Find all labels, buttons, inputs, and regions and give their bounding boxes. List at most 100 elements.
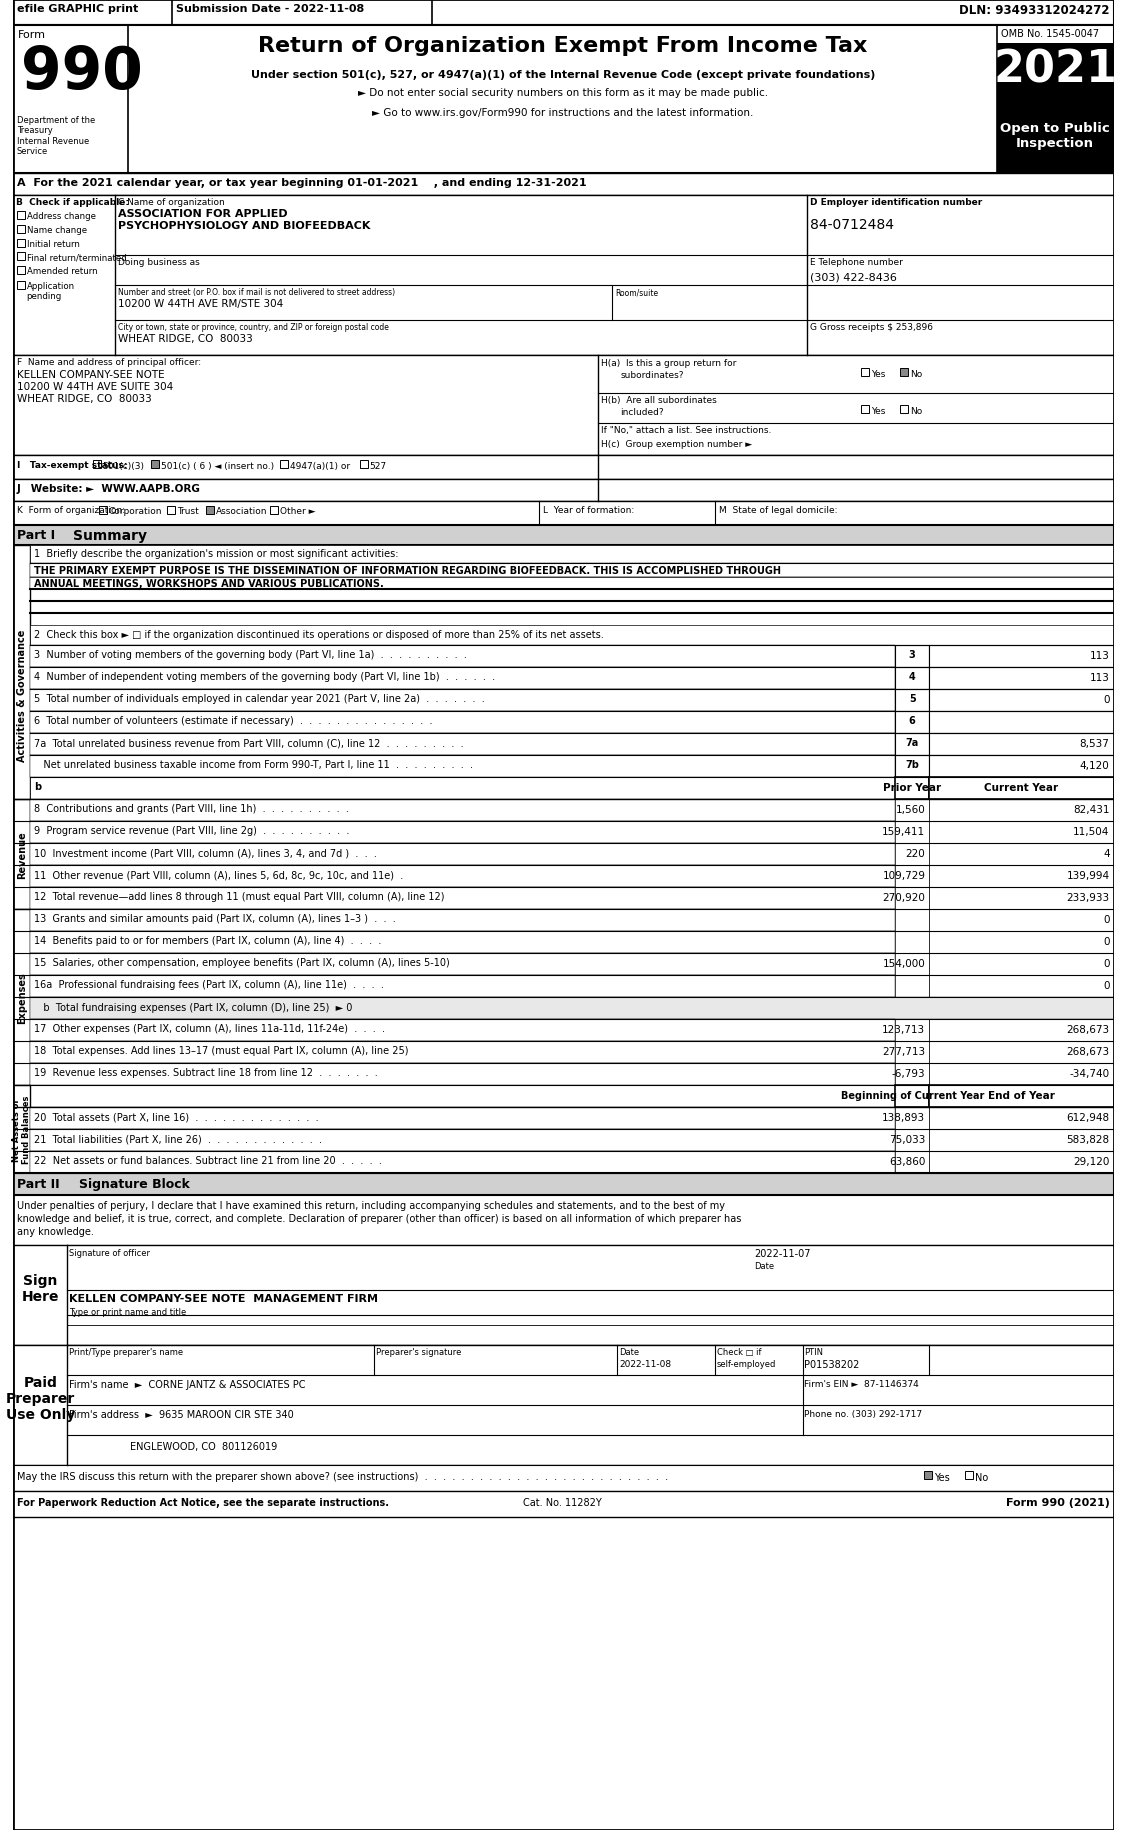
Bar <box>929 1107 1113 1129</box>
Bar <box>12 525 1113 545</box>
Text: Yes: Yes <box>934 1471 949 1482</box>
Text: M  State of legal domicile:: M State of legal domicile: <box>719 505 838 514</box>
Text: Form: Form <box>18 29 46 40</box>
Bar <box>30 1107 895 1129</box>
Bar <box>929 844 1113 866</box>
Bar <box>929 1041 1113 1063</box>
Text: any knowledge.: any knowledge. <box>17 1226 94 1237</box>
Text: Other ►: Other ► <box>280 507 315 516</box>
Text: ENGLEWOOD, CO  801126019: ENGLEWOOD, CO 801126019 <box>130 1442 277 1451</box>
Bar <box>30 953 895 975</box>
Text: 7b: 7b <box>905 759 919 770</box>
Bar <box>895 1129 929 1151</box>
Text: Firm's address  ►  9635 MAROON CIR STE 340: Firm's address ► 9635 MAROON CIR STE 340 <box>70 1409 295 1420</box>
Text: DLN: 93493312024272: DLN: 93493312024272 <box>960 4 1110 16</box>
Bar <box>929 1129 1113 1151</box>
Bar <box>30 668 895 690</box>
Text: 10  Investment income (Part VIII, column (A), lines 3, 4, and 7d )  .  .  .: 10 Investment income (Part VIII, column … <box>34 847 377 858</box>
Bar <box>895 1151 929 1173</box>
Bar <box>151 461 159 468</box>
Bar <box>17 225 25 234</box>
Text: F  Name and address of principal officer:: F Name and address of principal officer: <box>17 359 201 366</box>
Text: 1  Briefly describe the organization's mission or most significant activities:: 1 Briefly describe the organization's mi… <box>34 549 399 558</box>
Bar <box>929 778 1113 800</box>
Text: efile GRAPHIC print: efile GRAPHIC print <box>17 4 138 15</box>
Bar <box>12 456 1113 479</box>
Text: 16a  Professional fundraising fees (Part IX, column (A), line 11e)  .  .  .  .: 16a Professional fundraising fees (Part … <box>34 979 384 990</box>
Bar <box>12 355 1113 456</box>
Text: Yes: Yes <box>870 406 885 415</box>
Bar <box>30 646 895 668</box>
Text: 0: 0 <box>1103 959 1110 968</box>
Text: 270,920: 270,920 <box>883 893 926 902</box>
Text: No: No <box>975 1471 988 1482</box>
Text: 233,933: 233,933 <box>1067 893 1110 902</box>
Bar <box>17 212 25 220</box>
Text: 29,120: 29,120 <box>1074 1157 1110 1166</box>
Bar <box>895 1041 929 1063</box>
Text: Return of Organization Exempt From Income Tax: Return of Organization Exempt From Incom… <box>259 37 867 57</box>
Bar <box>12 545 30 845</box>
Bar <box>12 196 1113 355</box>
Bar <box>895 822 929 844</box>
Text: ► Go to www.irs.gov/Form990 for instructions and the latest information.: ► Go to www.irs.gov/Form990 for instruct… <box>373 108 753 117</box>
Text: 84-0712484: 84-0712484 <box>811 218 894 232</box>
Text: Initial return: Initial return <box>27 240 79 249</box>
Text: H(a)  Is this a group return for: H(a) Is this a group return for <box>601 359 736 368</box>
Text: C Name of organization: C Name of organization <box>119 198 225 207</box>
Text: H(c)  Group exemption number ►: H(c) Group exemption number ► <box>601 439 752 448</box>
Bar <box>30 545 1113 564</box>
Text: KELLEN COMPANY-SEE NOTE: KELLEN COMPANY-SEE NOTE <box>17 370 165 381</box>
Bar <box>30 1151 895 1173</box>
Text: 3  Number of voting members of the governing body (Part VI, line 1a)  .  .  .  .: 3 Number of voting members of the govern… <box>34 650 467 659</box>
Text: Cat. No. 11282Y: Cat. No. 11282Y <box>524 1497 602 1508</box>
Text: 82,431: 82,431 <box>1073 805 1110 814</box>
Text: Paid
Preparer
Use Only: Paid Preparer Use Only <box>6 1376 75 1422</box>
Bar <box>925 1471 933 1479</box>
Text: subordinates?: subordinates? <box>620 371 684 381</box>
Text: 63,860: 63,860 <box>889 1157 926 1166</box>
Text: 6: 6 <box>909 716 916 727</box>
Text: 159,411: 159,411 <box>882 827 926 836</box>
Bar <box>12 0 1113 26</box>
Text: J   Website: ►  WWW.AAPB.ORG: J Website: ► WWW.AAPB.ORG <box>17 483 201 494</box>
Text: 138,893: 138,893 <box>882 1113 926 1122</box>
Text: 220: 220 <box>905 849 926 858</box>
Text: City or town, state or province, country, and ZIP or foreign postal code: City or town, state or province, country… <box>119 322 390 331</box>
Bar <box>895 646 929 668</box>
Bar <box>895 975 929 997</box>
Bar <box>12 800 30 910</box>
Text: 0: 0 <box>1103 695 1110 705</box>
Bar <box>929 734 1113 756</box>
Text: WHEAT RIDGE, CO  80033: WHEAT RIDGE, CO 80033 <box>17 393 151 404</box>
Bar <box>30 778 895 800</box>
Bar <box>929 822 1113 844</box>
Text: Summary: Summary <box>73 529 148 544</box>
Text: 10200 W 44TH AVE RM/STE 304: 10200 W 44TH AVE RM/STE 304 <box>119 298 283 309</box>
Bar <box>30 822 895 844</box>
Text: Number and street (or P.O. box if mail is not delivered to street address): Number and street (or P.O. box if mail i… <box>119 287 395 296</box>
Bar <box>895 844 929 866</box>
Text: Address change: Address change <box>27 212 96 221</box>
Bar <box>30 690 895 712</box>
Text: 10200 W 44TH AVE SUITE 304: 10200 W 44TH AVE SUITE 304 <box>17 382 173 392</box>
Text: 4,120: 4,120 <box>1079 761 1110 770</box>
Text: 277,713: 277,713 <box>882 1047 926 1056</box>
Text: 3: 3 <box>909 650 916 659</box>
Text: 123,713: 123,713 <box>882 1025 926 1034</box>
Bar <box>12 1491 1113 1517</box>
Text: Amended return: Amended return <box>27 267 97 276</box>
Bar <box>895 953 929 975</box>
Text: 14  Benefits paid to or for members (Part IX, column (A), line 4)  .  .  .  .: 14 Benefits paid to or for members (Part… <box>34 935 382 946</box>
Bar <box>929 756 1113 778</box>
Bar <box>929 953 1113 975</box>
Text: 109,729: 109,729 <box>883 871 926 880</box>
Bar <box>30 910 895 931</box>
Bar <box>30 578 1113 589</box>
Text: 113: 113 <box>1089 651 1110 661</box>
Text: THE PRIMARY EXEMPT PURPOSE IS THE DISSEMINATION OF INFORMATION REGARDING BIOFEED: THE PRIMARY EXEMPT PURPOSE IS THE DISSEM… <box>34 565 781 576</box>
Text: Application
pending: Application pending <box>27 282 75 302</box>
Text: H(b)  Are all subordinates: H(b) Are all subordinates <box>601 395 717 404</box>
Text: 527: 527 <box>369 461 387 470</box>
Bar <box>929 931 1113 953</box>
